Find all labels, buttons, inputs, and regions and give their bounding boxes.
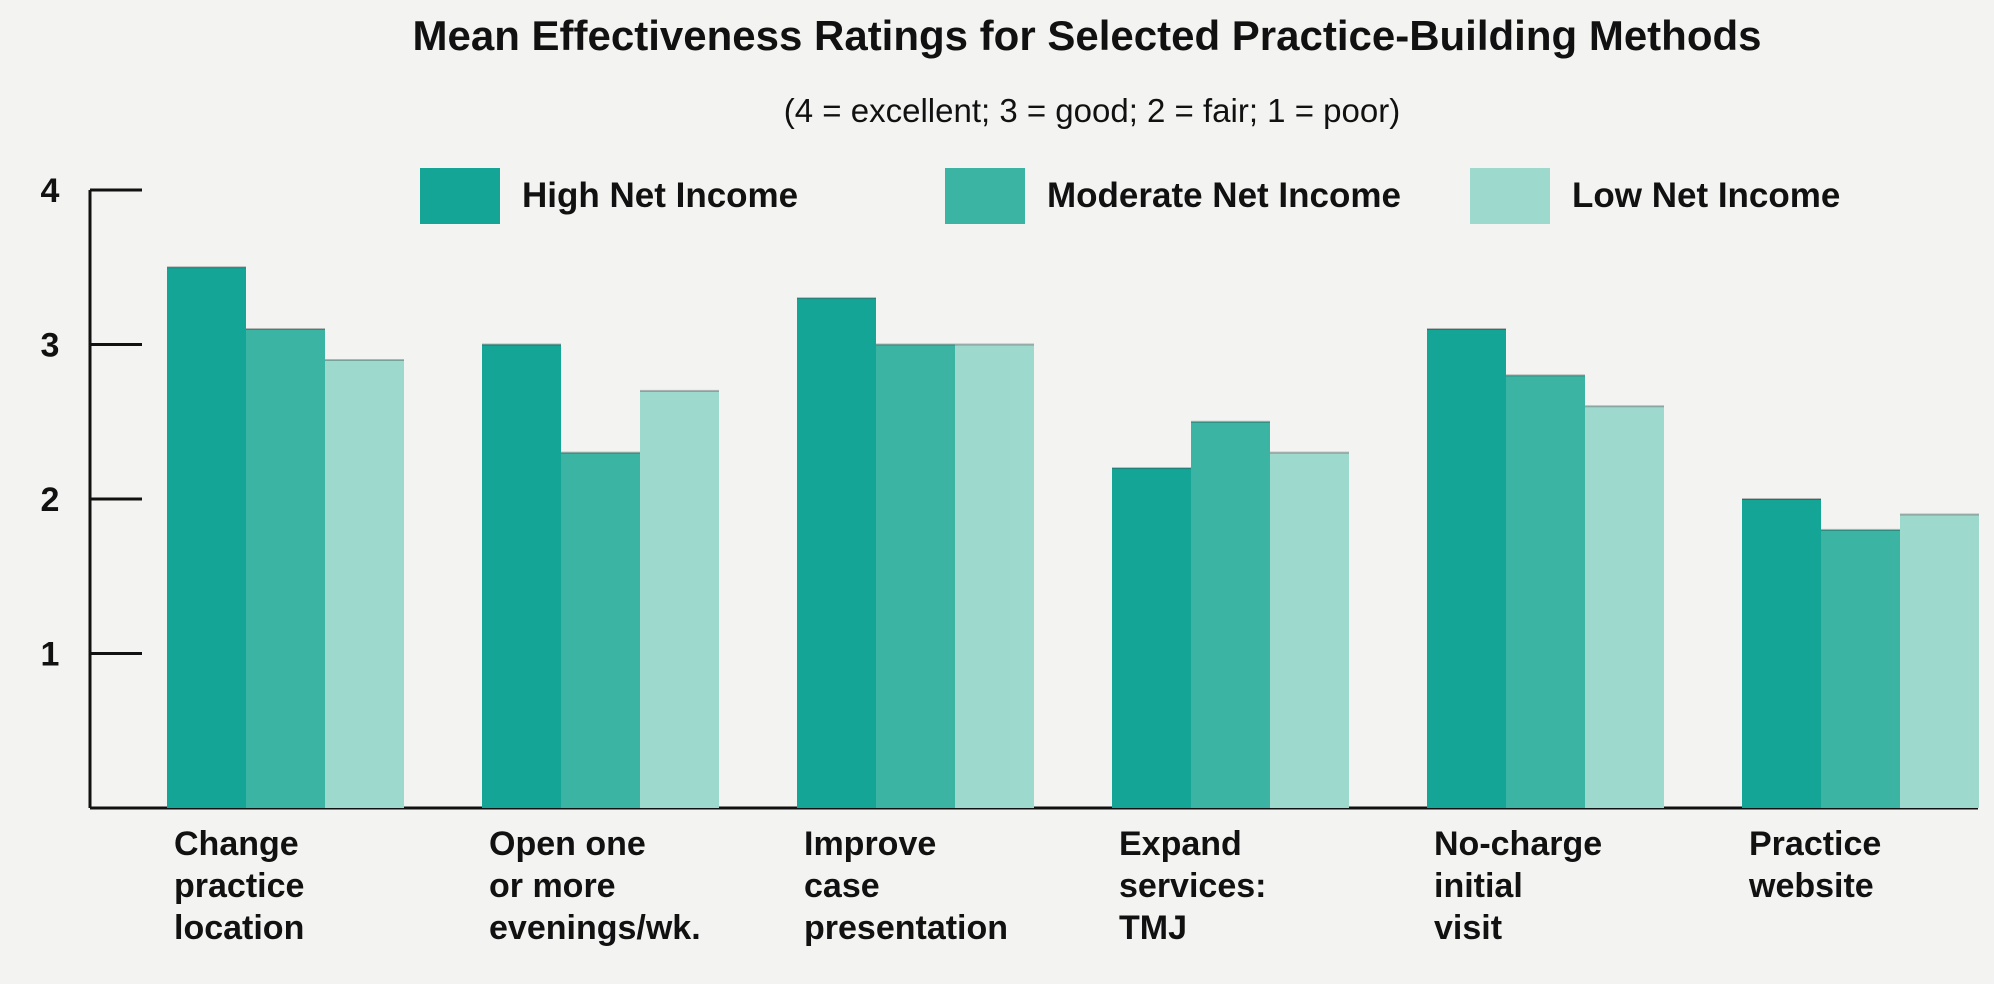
- x-tick-label-line: services:: [1119, 867, 1266, 905]
- bar-low-0: [325, 359, 404, 808]
- x-tick-label-line: Open one: [489, 825, 646, 863]
- bar-moderate-0: [246, 329, 325, 808]
- x-tick-label-1: Open one or more evenings/wk.: [489, 825, 701, 947]
- bar-high-1: [482, 344, 561, 808]
- bar-high-5: [1742, 499, 1821, 808]
- legend-label-high: High Net Income: [522, 176, 799, 215]
- bar-low-5: [1900, 514, 1979, 808]
- y-tick-label: 2: [41, 481, 60, 519]
- legend-label-moderate: Moderate Net Income: [1047, 176, 1401, 215]
- x-tick-label-line: Improve: [804, 825, 936, 863]
- x-tick-label-line: location: [174, 909, 304, 947]
- bar-low-2: [955, 344, 1034, 808]
- x-tick-labels-group: Change practice location Open one or more eve…: [174, 825, 1881, 947]
- legend-swatch-high: [420, 168, 500, 224]
- x-tick-label-5: Practice website: [1748, 825, 1881, 905]
- bar-high-2: [797, 298, 876, 808]
- x-tick-label-line: evenings/wk.: [489, 909, 701, 947]
- bar-moderate-2: [876, 344, 955, 808]
- chart-subtitle: (4 = excellent; 3 = good; 2 = fair; 1 = …: [783, 92, 1401, 129]
- bar-high-4: [1427, 329, 1506, 808]
- legend-item-high: High Net Income: [420, 168, 798, 224]
- bar-low-1: [640, 390, 719, 808]
- x-tick-label-line: Expand: [1119, 825, 1242, 863]
- x-tick-label-3: Expand services: TMJ: [1119, 825, 1266, 947]
- legend-swatch-moderate: [945, 168, 1025, 224]
- x-tick-label-2: Improve case presentation: [804, 825, 1008, 947]
- x-tick-label-line: No-charge: [1434, 825, 1602, 863]
- bar-high-0: [167, 267, 246, 808]
- y-tick-label: 4: [41, 172, 60, 210]
- bar-low-4: [1585, 406, 1664, 808]
- chart-title: Mean Effectiveness Ratings for Selected …: [412, 12, 1762, 59]
- bar-high-3: [1112, 468, 1191, 808]
- x-tick-label-line: practice: [174, 867, 304, 905]
- x-tick-label-line: Change: [174, 825, 299, 863]
- bar-moderate-3: [1191, 421, 1270, 808]
- bar-moderate-1: [561, 452, 640, 808]
- x-tick-label-line: initial: [1434, 867, 1523, 905]
- bars-group: [167, 266, 1979, 808]
- legend-item-moderate: Moderate Net Income: [945, 168, 1401, 224]
- x-tick-label-line: website: [1748, 867, 1874, 905]
- bar-moderate-5: [1821, 529, 1900, 808]
- legend-label-low: Low Net Income: [1572, 176, 1841, 215]
- x-tick-label-line: Practice: [1749, 825, 1881, 863]
- x-tick-label-0: Change practice location: [174, 825, 304, 947]
- y-tick-label: 1: [41, 636, 60, 674]
- legend-swatch-low: [1470, 168, 1550, 224]
- y-tick-label: 3: [41, 327, 60, 365]
- legend-item-low: Low Net Income: [1470, 168, 1840, 224]
- x-tick-label-4: No-charge initial visit: [1434, 825, 1602, 947]
- bar-low-3: [1270, 452, 1349, 808]
- x-tick-label-line: visit: [1434, 909, 1502, 947]
- x-tick-label-line: presentation: [804, 909, 1008, 947]
- x-tick-label-line: or more: [489, 867, 616, 905]
- x-tick-label-line: case: [804, 867, 880, 905]
- x-tick-label-line: TMJ: [1119, 909, 1187, 947]
- bar-moderate-4: [1506, 375, 1585, 808]
